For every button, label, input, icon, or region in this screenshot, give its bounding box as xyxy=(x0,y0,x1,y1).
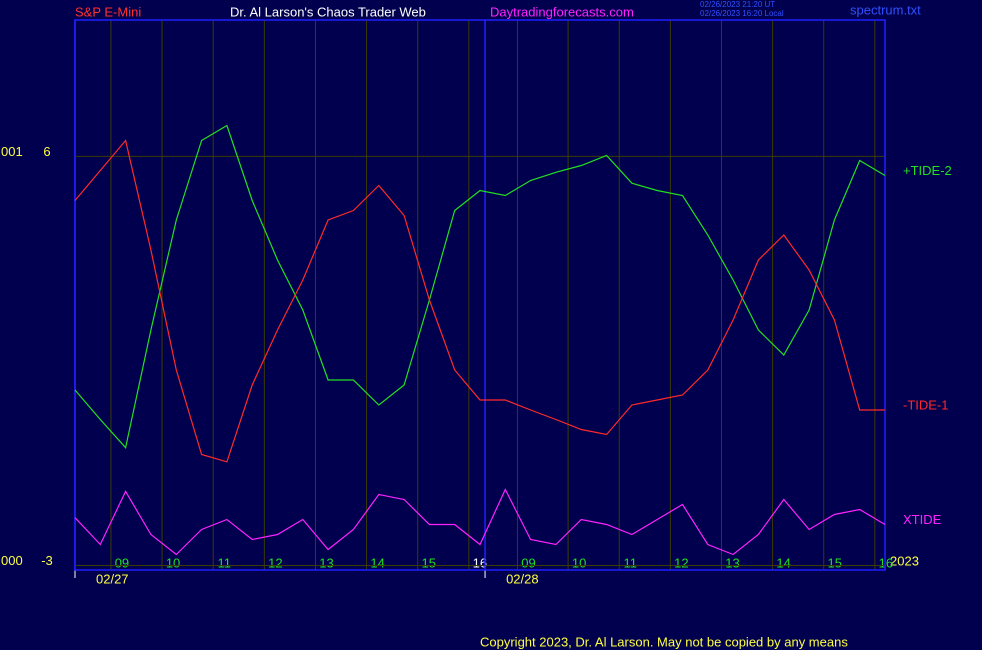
x-tick-label: 15 xyxy=(421,555,435,570)
x-tick-label: 16 xyxy=(879,555,893,570)
x-tick-label: 13 xyxy=(725,555,739,570)
x-tick-label: 11 xyxy=(623,555,637,570)
filename: spectrum.txt xyxy=(850,2,921,17)
x-tick-label: 12 xyxy=(674,555,688,570)
left-label: 001 xyxy=(1,144,23,159)
series-line xyxy=(74,139,885,463)
x-tick-label: 10 xyxy=(572,555,586,570)
year: 2023 xyxy=(890,553,919,568)
x-tick-label: 13 xyxy=(319,555,333,570)
copyright: Copyright 2023, Dr. Al Larson. May not b… xyxy=(480,634,848,649)
y-tick-label: -3 xyxy=(41,553,53,568)
date-label: 02/28 xyxy=(506,571,539,586)
date-label: 02/27 xyxy=(96,571,129,586)
timestamp: 02/26/2023 21:20 UT xyxy=(700,0,775,9)
x-tick-label: 12 xyxy=(268,555,282,570)
legend-label: XTIDE xyxy=(903,512,942,527)
x-tick-label: 15 xyxy=(828,555,842,570)
x-tick-label: 11 xyxy=(217,555,231,570)
x-tick-label: 14 xyxy=(776,555,790,570)
x-tick-label: 09 xyxy=(115,555,129,570)
subtitle: Dr. Al Larson's Chaos Trader Web xyxy=(230,4,426,19)
website: Daytradingforecasts.com xyxy=(490,4,634,19)
left-label: 000 xyxy=(1,553,23,568)
plot-frame xyxy=(74,19,886,571)
x-tick-label: 10 xyxy=(166,555,180,570)
timestamp: 02/26/2023 16:20 Local xyxy=(700,9,784,18)
series-line xyxy=(74,488,886,556)
chart-title: S&P E-Mini xyxy=(75,4,141,19)
y-tick-label: 6 xyxy=(43,144,50,159)
legend-label: +TIDE-2 xyxy=(903,163,952,178)
x-tick-label: 14 xyxy=(370,555,384,570)
x-tick-label: 16 xyxy=(473,555,487,570)
legend-label: -TIDE-1 xyxy=(903,397,949,412)
series-line xyxy=(74,124,886,449)
x-tick-label: 09 xyxy=(521,555,535,570)
